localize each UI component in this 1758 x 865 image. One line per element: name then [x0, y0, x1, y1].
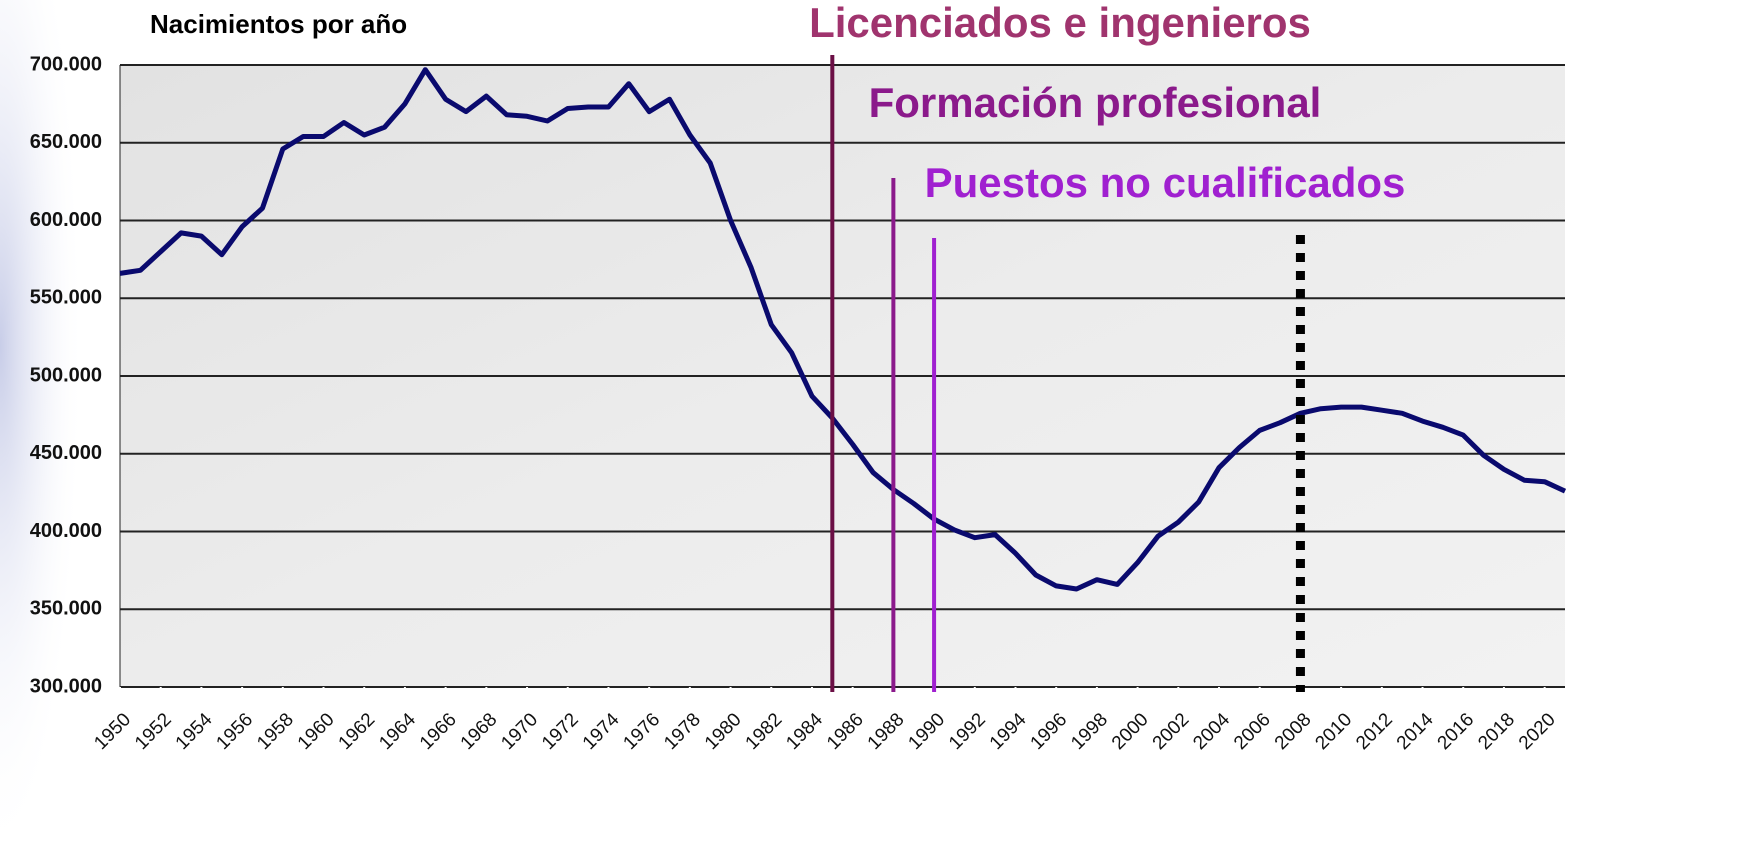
x-tick-label: 1956: [212, 709, 257, 754]
x-tick-label: 2008: [1271, 709, 1316, 754]
x-tick-label: 1984: [782, 709, 827, 754]
x-tick-label: 1962: [335, 709, 380, 754]
x-tick-label: 1982: [742, 709, 787, 754]
y-tick-label: 400.000: [30, 520, 102, 542]
x-tick-label: 2010: [1311, 709, 1356, 754]
annotation-label: Puestos no cualificados: [925, 159, 1406, 206]
x-tick-label: 1978: [660, 709, 705, 754]
annotation-label: Formación profesional: [869, 79, 1322, 126]
x-tick-label: 1960: [294, 709, 339, 754]
x-tick-label: 1986: [823, 709, 868, 754]
y-tick-label: 700.000: [30, 53, 102, 75]
x-tick-label: 2014: [1393, 709, 1438, 754]
y-tick-label: 300.000: [30, 675, 102, 697]
x-tick-label: 2006: [1230, 709, 1275, 754]
x-tick-label: 2016: [1434, 709, 1479, 754]
y-tick-label: 500.000: [30, 364, 102, 386]
x-tick-label: 1990: [904, 709, 949, 754]
x-tick-label: 2002: [1149, 709, 1194, 754]
x-tick-label: 1996: [1027, 709, 1072, 754]
series-line: [119, 67, 1567, 592]
x-tick-label: 1954: [172, 709, 217, 754]
x-tick-label: 1972: [538, 709, 583, 754]
y-tick-label: 550.000: [30, 287, 102, 309]
decoration: [0, 0, 140, 865]
y-tick-label: 650.000: [30, 131, 102, 153]
x-tick-label: 1964: [375, 709, 420, 754]
x-tick-label: 1988: [864, 709, 909, 754]
x-tick-label: 1966: [416, 709, 461, 754]
x-tick-label: 1992: [945, 709, 990, 754]
x-tick-label: 2012: [1352, 709, 1397, 754]
y-tick-label: 600.000: [30, 209, 102, 231]
x-tick-label: 1958: [253, 709, 298, 754]
chart-title: Nacimientos por año: [150, 9, 407, 39]
x-tick-label: 1976: [619, 709, 664, 754]
x-tick-label: 1994: [986, 709, 1031, 754]
x-tick-label: 1974: [579, 709, 624, 754]
x-tick-label: 2000: [1108, 709, 1153, 754]
x-tick-label: 2018: [1474, 709, 1519, 754]
x-tick-label: 2020: [1515, 709, 1560, 754]
y-tick-label: 350.000: [30, 598, 102, 620]
x-tick-label: 1998: [1067, 709, 1112, 754]
annotation-label: Licenciados e ingenieros: [809, 0, 1311, 46]
x-tick-label: 2004: [1189, 709, 1234, 754]
y-tick-label: 450.000: [30, 442, 102, 464]
x-tick-label: 1968: [457, 709, 502, 754]
x-tick-label: 1980: [701, 709, 746, 754]
x-tick-label: 1970: [497, 709, 542, 754]
